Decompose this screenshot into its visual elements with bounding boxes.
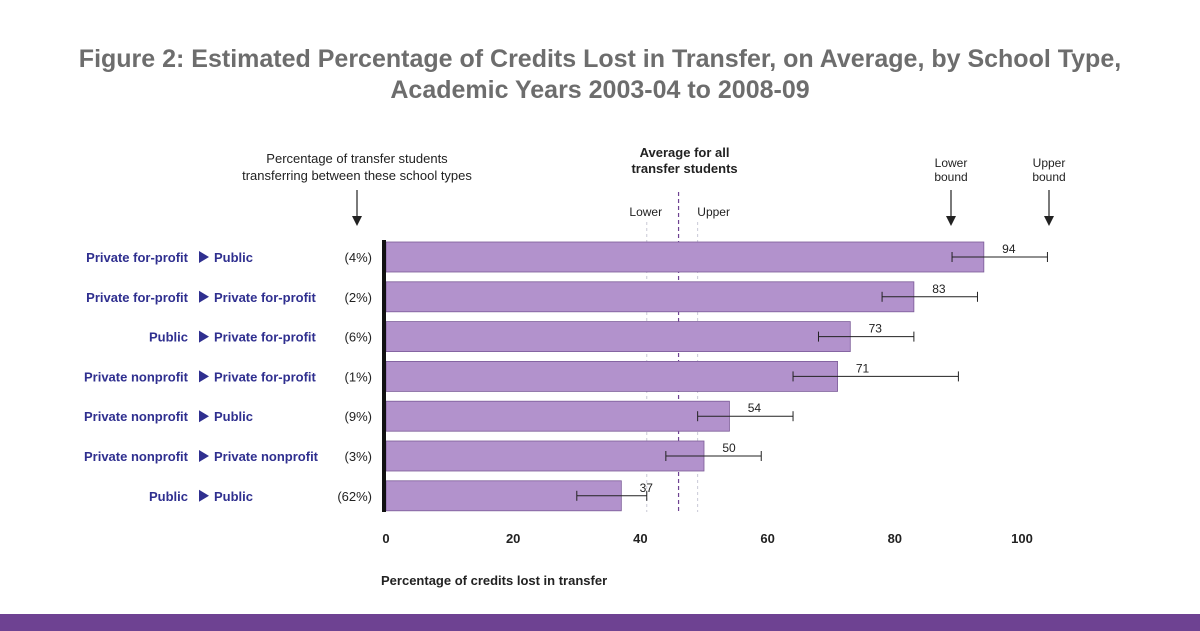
chart-title: Figure 2: Estimated Percentage of Credit… <box>78 45 1122 104</box>
x-tick-label: 60 <box>760 531 774 546</box>
bound-lower-arrow-head <box>946 216 956 226</box>
data-label: 54 <box>748 401 762 415</box>
category-to: Private for-profit <box>214 330 317 345</box>
bar <box>385 321 851 353</box>
category-to: Public <box>214 409 253 424</box>
category-from: Private nonprofit <box>84 449 189 464</box>
average-header-line-2: transfer students <box>631 161 737 176</box>
transfer-arrow-icon <box>199 330 209 343</box>
category-to: Private for-profit <box>214 369 317 384</box>
transfer-arrow-icon <box>199 370 209 383</box>
share-label: (62%) <box>337 489 372 504</box>
x-tick-label: 100 <box>1011 531 1033 546</box>
bar <box>385 400 730 432</box>
bar <box>385 480 622 512</box>
data-label: 73 <box>869 322 883 336</box>
transfer-arrow-icon <box>199 489 209 502</box>
share-label: (2%) <box>345 290 372 305</box>
share-header-line-1: Percentage of transfer students <box>266 151 448 166</box>
category-to: Private for-profit <box>214 290 317 305</box>
x-tick-label: 20 <box>506 531 520 546</box>
category-from: Private nonprofit <box>84 369 189 384</box>
y-axis-line <box>382 240 386 512</box>
share-label: (4%) <box>345 250 372 265</box>
category-to: Private nonprofit <box>214 449 319 464</box>
x-tick-label: 40 <box>633 531 647 546</box>
data-label: 37 <box>640 481 654 495</box>
bottom-band <box>0 614 1200 631</box>
data-label: 83 <box>932 282 946 296</box>
share-label: (1%) <box>345 369 372 384</box>
transfer-arrow-icon <box>199 410 209 423</box>
data-label: 94 <box>1002 242 1016 256</box>
share-label: (6%) <box>345 330 372 345</box>
bar <box>385 440 705 472</box>
transfer-arrow-icon <box>199 450 209 462</box>
bar <box>385 241 985 273</box>
category-to: Public <box>214 250 253 265</box>
category-from: Private for-profit <box>86 250 189 265</box>
share-label: (3%) <box>345 449 372 464</box>
average-upper-label: Upper <box>697 205 730 219</box>
transfer-arrow-icon <box>199 290 209 303</box>
bound-lower-label-1: Lower <box>935 156 968 170</box>
category-from: Private nonprofit <box>84 409 189 424</box>
category-to: Public <box>214 489 253 504</box>
bound-upper-label-2: bound <box>1032 170 1065 184</box>
bound-upper-label-1: Upper <box>1033 156 1066 170</box>
share-label: (9%) <box>345 409 372 424</box>
average-header-line-1: Average for all <box>640 145 730 160</box>
transfer-arrow-icon <box>199 251 209 263</box>
bound-lower-label-2: bound <box>934 170 967 184</box>
x-tick-label: 80 <box>888 531 902 546</box>
category-from: Public <box>149 330 188 345</box>
bound-upper-arrow-head <box>1044 216 1054 226</box>
share-arrow-head <box>352 216 362 226</box>
average-lower-label: Lower <box>629 205 662 219</box>
bar <box>385 281 915 313</box>
data-label: 50 <box>722 441 736 455</box>
data-label: 71 <box>856 361 870 375</box>
category-from: Private for-profit <box>86 290 189 305</box>
x-tick-label: 0 <box>382 531 389 546</box>
share-header-line-2: transferring between these school types <box>242 168 472 183</box>
x-axis-title: Percentage of credits lost in transfer <box>381 573 607 588</box>
bar <box>385 360 838 392</box>
category-from: Public <box>149 489 188 504</box>
